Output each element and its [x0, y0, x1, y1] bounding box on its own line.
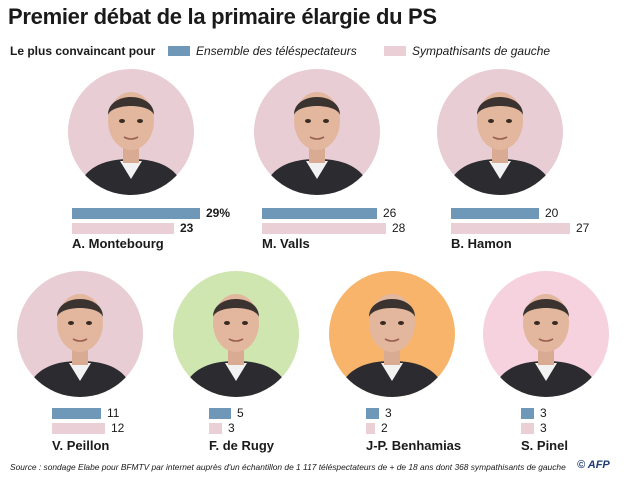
- legend-swatch-left-supporters: [384, 46, 406, 56]
- value-label-v-peillon-all-viewers: 11: [107, 406, 120, 420]
- bar-s-pinel-left-supporters: [521, 423, 534, 434]
- value-label-j-p-benhamias-all-viewers: 3: [385, 406, 392, 420]
- value-label-a-montebourg-all-viewers: 29%: [206, 206, 231, 220]
- portrait-f-de-rugy: [173, 271, 299, 397]
- bar-a-montebourg-left-supporters: [72, 223, 174, 234]
- bar-b-hamon-all-viewers: [451, 208, 539, 219]
- value-label-b-hamon-left-supporters: 27: [576, 221, 590, 235]
- portrait-m-valls: [254, 69, 380, 195]
- portrait-v-peillon: [17, 271, 143, 397]
- bar-m-valls-all-viewers: [262, 208, 377, 219]
- candidate-name-b-hamon: B. Hamon: [451, 236, 512, 251]
- legend: Le plus convaincant pour Ensemble des té…: [0, 44, 630, 62]
- bar-m-valls-left-supporters: [262, 223, 386, 234]
- bar-s-pinel-all-viewers: [521, 408, 534, 419]
- candidate-name-v-peillon: V. Peillon: [52, 438, 110, 453]
- value-label-f-de-rugy-left-supporters: 3: [228, 421, 235, 435]
- bar-a-montebourg-all-viewers: [72, 208, 200, 219]
- candidate-name-f-de-rugy: F. de Rugy: [209, 438, 275, 453]
- bar-f-de-rugy-left-supporters: [209, 423, 222, 434]
- value-label-s-pinel-left-supporters: 3: [540, 421, 547, 435]
- bar-j-p-benhamias-left-supporters: [366, 423, 375, 434]
- portrait-a-montebourg: [68, 69, 194, 195]
- candidate-name-j-p-benhamias: J-P. Benhamias: [366, 438, 462, 453]
- bar-b-hamon-left-supporters: [451, 223, 570, 234]
- value-label-v-peillon-left-supporters: 12: [111, 421, 125, 435]
- candidate-name-m-valls: M. Valls: [262, 236, 310, 251]
- chart-title: Premier débat de la primaire élargie du …: [8, 4, 437, 29]
- candidate-name-s-pinel: S. Pinel: [521, 438, 568, 453]
- bar-v-peillon-all-viewers: [52, 408, 101, 419]
- source-note: Source : sondage Elabe pour BFMTV par in…: [10, 462, 566, 472]
- legend-lead: Le plus convaincant pour: [10, 44, 156, 58]
- portrait-s-pinel: [483, 271, 609, 397]
- bar-v-peillon-left-supporters: [52, 423, 105, 434]
- bar-f-de-rugy-all-viewers: [209, 408, 231, 419]
- value-label-b-hamon-all-viewers: 20: [545, 206, 559, 220]
- portrait-j-p-benhamias: [329, 271, 455, 397]
- value-label-m-valls-all-viewers: 26: [383, 206, 397, 220]
- value-label-s-pinel-all-viewers: 3: [540, 406, 547, 420]
- afp-credit: © AFP: [577, 459, 610, 471]
- value-label-a-montebourg-left-supporters: 23: [180, 221, 194, 235]
- value-label-j-p-benhamias-left-supporters: 2: [381, 421, 388, 435]
- bar-j-p-benhamias-all-viewers: [366, 408, 379, 419]
- legend-swatch-all-viewers: [168, 46, 190, 56]
- portrait-b-hamon: [437, 69, 563, 195]
- value-label-f-de-rugy-all-viewers: 5: [237, 406, 244, 420]
- legend-label-left-supporters: Sympathisants de gauche: [412, 44, 551, 58]
- legend-label-all-viewers: Ensemble des téléspectateurs: [196, 44, 357, 58]
- value-label-m-valls-left-supporters: 28: [392, 221, 406, 235]
- candidate-name-a-montebourg: A. Montebourg: [72, 236, 164, 251]
